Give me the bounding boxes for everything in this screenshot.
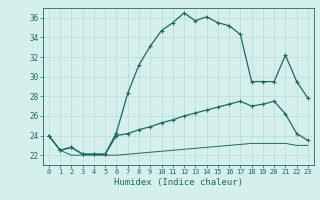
X-axis label: Humidex (Indice chaleur): Humidex (Indice chaleur): [114, 178, 243, 187]
